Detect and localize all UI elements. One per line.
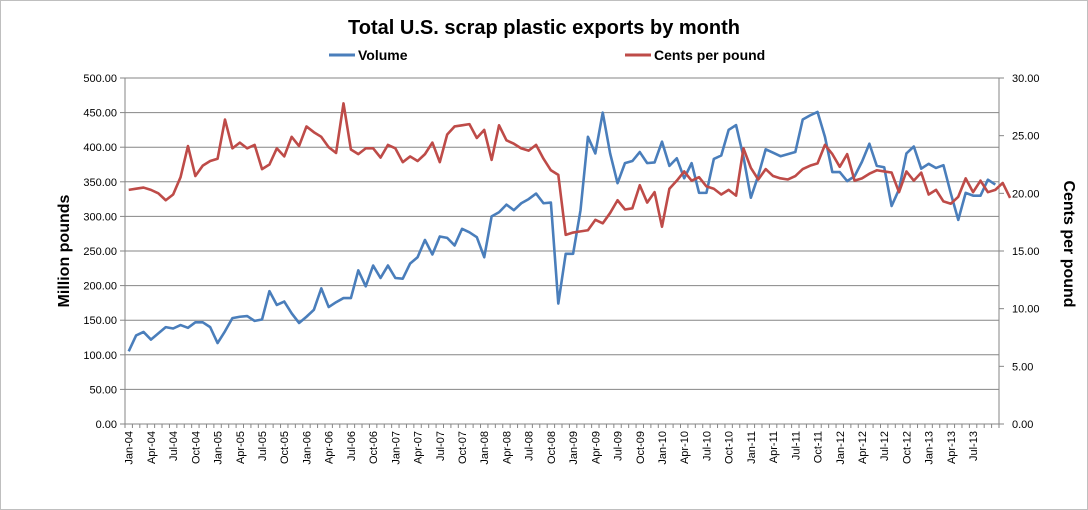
x-tick-label: Jul-13: [968, 431, 980, 461]
x-tick-label: Oct-11: [813, 431, 825, 463]
y-tick-label: 300.00: [83, 211, 117, 223]
y-tick-label: 350.00: [83, 177, 117, 189]
x-tick-label: Oct-04: [190, 431, 202, 464]
y-axis-title-left: Million pounds: [56, 194, 73, 307]
y-tick-label: 450.00: [83, 108, 117, 120]
x-tick-label: Apr-06: [324, 431, 336, 464]
x-tick-label: Oct-10: [724, 431, 736, 464]
series-line-volume: [127, 110, 997, 352]
x-tick-label: Jul-10: [701, 431, 713, 461]
legend-label-cents: Cents per pound: [654, 47, 765, 63]
x-tick-label: Jul-04: [168, 431, 180, 461]
x-tick-label: Jul-12: [879, 431, 891, 461]
x-tick-label: Jul-11: [790, 431, 802, 460]
y2-tick-label: 10.00: [1012, 304, 1040, 316]
chart-title: Total U.S. scrap plastic exports by mont…: [348, 17, 740, 39]
x-tick-label: Apr-09: [590, 431, 602, 464]
x-tick-label: Apr-10: [679, 431, 691, 464]
x-tick-label: Jan-06: [301, 431, 313, 465]
y-tick-label: 0.00: [96, 419, 117, 431]
x-tick-label: Jan-09: [568, 431, 580, 465]
x-tick-label: Apr-07: [413, 431, 425, 464]
x-tick-label: Jan-12: [835, 431, 847, 465]
gridlines: [125, 77, 999, 390]
y-tick-label: 50.00: [89, 384, 117, 396]
x-tick-label: Jan-10: [657, 431, 669, 465]
x-tick-label: Jan-08: [479, 431, 491, 465]
x-tick-label: Apr-13: [946, 431, 958, 464]
x-tick-label: Jan-04: [124, 431, 136, 465]
x-tick-label: Oct-09: [635, 431, 647, 464]
y2-tick-label: 20.00: [1012, 188, 1040, 200]
x-tick-label: Apr-12: [857, 431, 869, 464]
x-tick-label: Jul-08: [524, 431, 536, 461]
x-tick-label: Jul-06: [346, 431, 358, 461]
x-axis-ticks: Jan-04 Apr-04 Jul-04 Oct-04 Jan-05 Apr-05 Jul-…: [124, 424, 1000, 465]
y2-tick-label: 30.00: [1012, 73, 1040, 85]
y2-tick-label: 5.00: [1012, 361, 1033, 373]
x-tick-label: Oct-06: [368, 431, 380, 464]
x-tick-label: Oct-08: [546, 431, 558, 464]
x-tick-label: Apr-08: [501, 431, 513, 464]
y-tick-label: 100.00: [83, 350, 117, 362]
x-tick-label: Apr-05: [235, 431, 247, 464]
x-tick-label: Jul-07: [435, 431, 447, 461]
y-tick-label: 500.00: [83, 73, 117, 85]
x-tick-label: Apr-04: [146, 431, 158, 464]
y-tick-label: 150.00: [83, 315, 117, 327]
x-tick-label: Jan-07: [390, 431, 402, 465]
x-tick-label: Jan-13: [924, 431, 936, 465]
x-tick-label: Apr-11: [768, 431, 780, 463]
y-tick-label: 400.00: [83, 142, 117, 154]
x-tick-label: Jan-05: [213, 431, 225, 465]
legend: Volume Cents per pound: [329, 47, 765, 63]
x-tick-label: Oct-05: [279, 431, 291, 464]
y-tick-label: 200.00: [83, 281, 117, 293]
legend-label-volume: Volume: [358, 47, 408, 63]
y2-tick-label: 25.00: [1012, 131, 1040, 143]
x-tick-label: Oct-07: [457, 431, 469, 464]
series-line-cents-per-pound: [128, 102, 1012, 237]
y2-tick-label: 15.00: [1012, 246, 1040, 258]
right-axis-ticks: 0.00 5.00 10.00 15.00 20.00 25.00 30.00: [999, 73, 1040, 431]
x-tick-label: Jul-09: [613, 431, 625, 461]
y-axis-title-right: Cents per pound: [1060, 180, 1077, 307]
left-axis-ticks: 0.00 50.00 100.00 150.00 200.00 250.00 300.00 3…: [83, 73, 125, 431]
y2-tick-label: 0.00: [1012, 419, 1033, 431]
x-tick-label: Jan-11: [746, 431, 758, 464]
x-tick-label: Jul-05: [257, 431, 269, 461]
series: [127, 102, 1012, 352]
y-tick-label: 250.00: [83, 246, 117, 258]
x-tick-label: Oct-12: [901, 431, 913, 464]
